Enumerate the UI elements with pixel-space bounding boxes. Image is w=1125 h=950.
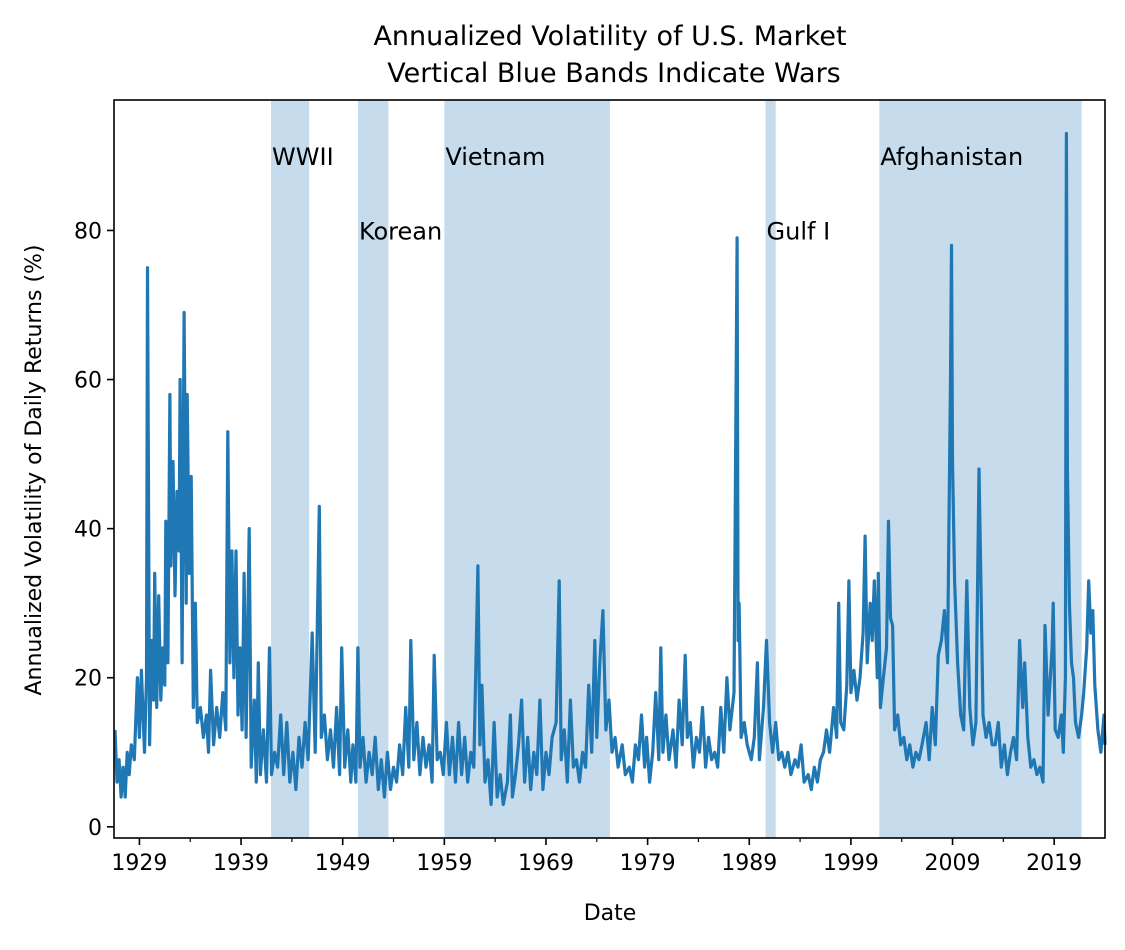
plot-frame [113, 99, 1106, 839]
volatility-line [113, 131, 1107, 807]
y-tick-label: 60 [74, 369, 102, 394]
x-tick-label: 1949 [315, 851, 371, 876]
war-band-label: WWII [272, 143, 334, 171]
war-band-label: Afghanistan [880, 143, 1023, 171]
war-band [357, 100, 389, 838]
y-tick-label: 80 [74, 219, 102, 244]
series-layer [113, 131, 1107, 807]
war-band [271, 100, 310, 838]
x-tick-label: 1929 [111, 851, 167, 876]
x-tick-label: 1979 [620, 851, 676, 876]
x-tick-label: 1939 [213, 851, 269, 876]
x-tick-label: 1989 [721, 851, 777, 876]
war-band [765, 100, 776, 838]
x-tick-label: 2019 [1026, 851, 1082, 876]
war-band-label: Vietnam [445, 143, 545, 171]
y-axis: 0 20 40 60 80 [74, 219, 114, 841]
x-tick-label: 2009 [925, 851, 981, 876]
y-tick-label: 0 [88, 816, 102, 841]
x-axis-label: Date [584, 901, 637, 926]
x-tick-label: 1969 [518, 851, 574, 876]
y-axis-label: Annualized Volatility of Daily Returns (… [22, 244, 47, 695]
war-band [444, 100, 611, 838]
y-tick-label: 20 [74, 667, 102, 692]
x-axis: 1929 1939 1949 1959 1969 1979 1989 1999 2009 2019 [111, 838, 1082, 876]
war-band-label: Gulf I [767, 217, 831, 245]
x-tick-label: 1959 [416, 851, 472, 876]
war-band-label: Korean [359, 217, 442, 245]
chart-subtitle: Vertical Blue Bands Indicate Wars [387, 58, 841, 89]
war-band-labels: WWII Korean Vietnam Gulf I Afghanistan [272, 143, 1023, 246]
x-tick-label: 1999 [823, 851, 879, 876]
chart-title: Annualized Volatility of U.S. Market [373, 21, 846, 52]
y-tick-label: 40 [74, 518, 102, 543]
